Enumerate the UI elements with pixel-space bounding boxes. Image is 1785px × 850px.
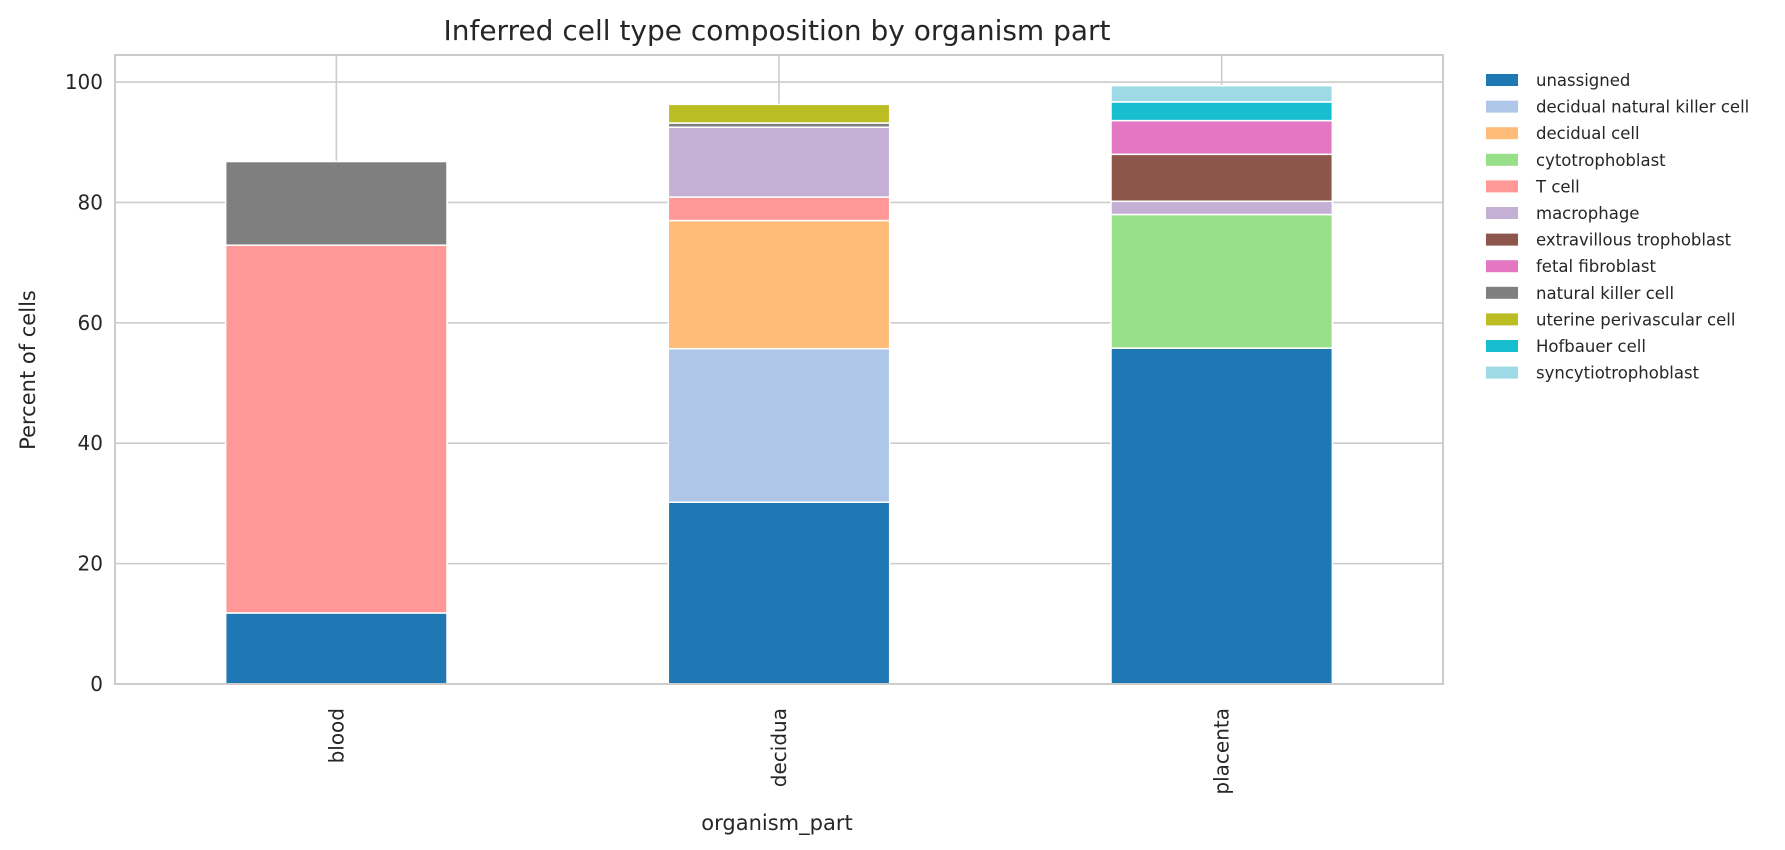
legend: unassigned decidual natural killer cell de… [1486, 71, 1749, 383]
bar-segment [667, 501, 891, 685]
legend-label: decidual cell [1536, 124, 1640, 143]
bar-segment [667, 219, 891, 350]
bar-segment [1110, 101, 1334, 122]
x-tick-label: decidua [767, 708, 791, 787]
legend-label: fetal fibroblast [1536, 257, 1657, 276]
bar-segment [667, 126, 891, 198]
legend-swatch [1486, 366, 1518, 379]
legend-label: unassigned [1536, 71, 1630, 90]
plot-frame [114, 54, 1444, 685]
x-tick-label: blood [324, 708, 348, 763]
y-tick-label: 40 [78, 431, 103, 455]
y-axis-label: Percent of cells [16, 290, 40, 450]
y-tick-label: 100 [65, 70, 103, 94]
legend-label: syncytiotrophoblast [1536, 364, 1700, 383]
legend-swatch [1486, 260, 1518, 273]
legend-label: cytotrophoblast [1536, 151, 1666, 170]
legend-swatch [1486, 207, 1518, 219]
bar-segment [667, 196, 891, 222]
y-tick-labels: 0 20 40 60 80 100 [65, 70, 103, 696]
bar-segment [1110, 119, 1334, 156]
legend-swatch [1486, 313, 1518, 326]
bars [224, 84, 1334, 685]
x-tick-label: placenta [1210, 708, 1234, 795]
legend-label: extravillous trophoblast [1536, 231, 1732, 250]
legend-swatch [1486, 340, 1518, 352]
legend-label: Hofbauer cell [1536, 337, 1646, 356]
legend-label: T cell [1535, 177, 1580, 196]
legend-swatch [1486, 286, 1518, 299]
legend-swatch [1486, 127, 1518, 140]
bar-segment [224, 612, 448, 685]
legend-label: uterine perivascular cell [1536, 310, 1735, 329]
legend-swatch [1486, 100, 1518, 113]
legend-swatch [1486, 233, 1518, 246]
bar-segment [1110, 347, 1334, 685]
chart-title: Inferred cell type composition by organi… [443, 14, 1110, 47]
x-tick-labels: blood decidua placenta [324, 708, 1233, 795]
bar-segment [224, 160, 448, 246]
bar-segment [1110, 213, 1334, 349]
legend-label: macrophage [1536, 204, 1639, 223]
legend-label: decidual natural killer cell [1536, 98, 1749, 117]
y-tick-label: 60 [78, 311, 103, 335]
legend-label: natural killer cell [1536, 284, 1674, 303]
y-tick-label: 80 [78, 190, 103, 214]
bar-segment [1110, 84, 1334, 103]
bar-segment [1110, 153, 1334, 203]
y-tick-label: 0 [90, 672, 103, 696]
legend-swatch [1486, 153, 1518, 166]
bar-segment [1110, 200, 1334, 216]
bar-segment [667, 347, 891, 503]
legend-swatch [1486, 74, 1518, 86]
bar-segment [224, 244, 448, 614]
x-axis-label: organism_part [701, 811, 852, 836]
y-tick-label: 20 [78, 552, 103, 576]
legend-swatch [1486, 180, 1518, 193]
bar-segment [667, 103, 891, 124]
